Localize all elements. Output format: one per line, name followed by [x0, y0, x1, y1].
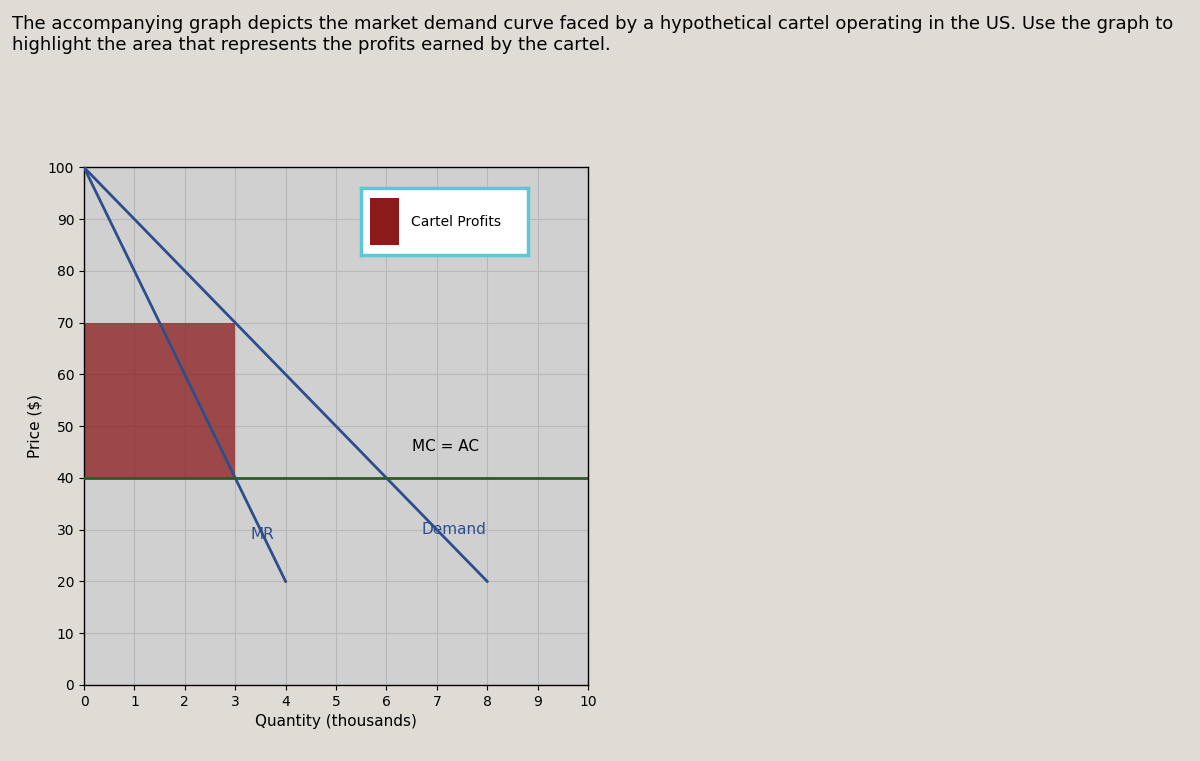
Bar	[370, 198, 400, 245]
Text: Demand: Demand	[421, 522, 486, 537]
Text: The accompanying graph depicts the market demand curve faced by a hypothetical c: The accompanying graph depicts the marke…	[12, 15, 1174, 54]
Text: MR: MR	[251, 527, 274, 543]
X-axis label: Quantity (thousands): Quantity (thousands)	[256, 714, 416, 729]
Text: MC = AC: MC = AC	[412, 439, 479, 454]
Bar	[84, 323, 235, 478]
Text: Cartel Profits: Cartel Profits	[412, 215, 502, 229]
Y-axis label: Price ($): Price ($)	[28, 394, 42, 458]
